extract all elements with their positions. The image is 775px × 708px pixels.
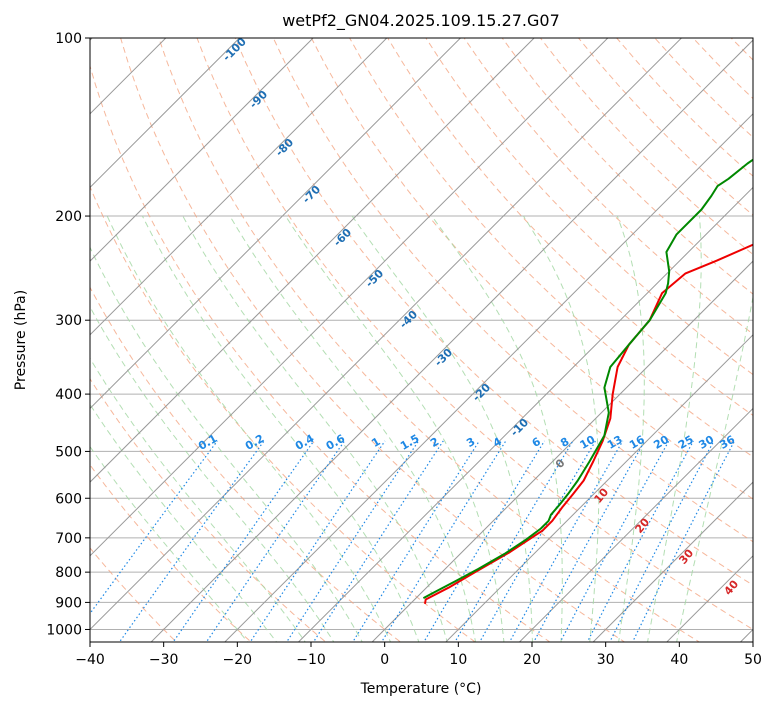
x-tick-label: −10 bbox=[296, 652, 326, 668]
moist-adiabat bbox=[90, 445, 249, 642]
isotherm bbox=[90, 38, 462, 410]
dry-adiabat bbox=[196, 38, 753, 631]
sounding-traces bbox=[422, 158, 753, 604]
dry-adiabat bbox=[387, 38, 753, 417]
x-axis: −40 −30 −20 −10 0 10 20 30 40 50 bbox=[75, 642, 762, 668]
moist-adiabat bbox=[285, 215, 505, 642]
isotherm bbox=[90, 38, 535, 483]
moist-adiabat bbox=[182, 215, 448, 642]
mixing-ratio-line bbox=[454, 440, 574, 642]
moist-adiabat bbox=[522, 215, 600, 642]
mixing-ratio-line bbox=[533, 440, 646, 642]
isotherm bbox=[90, 38, 683, 631]
y-axis: 1000 900 800 700 600 500 400 300 200 100 bbox=[46, 31, 90, 638]
x-tick-label: 50 bbox=[744, 652, 762, 668]
x-tick-label: −40 bbox=[75, 652, 105, 668]
y-tick-label: 200 bbox=[55, 209, 82, 225]
dry-adiabats bbox=[90, 38, 753, 642]
y-tick-label: 300 bbox=[55, 313, 82, 329]
mixing-ratio-line bbox=[609, 440, 715, 642]
moist-adiabat bbox=[431, 215, 563, 642]
isotherm bbox=[150, 39, 753, 642]
x-tick-label: 20 bbox=[523, 652, 541, 668]
y-tick-label: 100 bbox=[55, 31, 82, 47]
mixing-ratio-line bbox=[312, 440, 444, 642]
isotherm bbox=[518, 407, 753, 642]
temperature-trace bbox=[424, 243, 753, 604]
moist-adiabat bbox=[90, 305, 335, 642]
mixing-ratio-line bbox=[631, 440, 736, 642]
dry-adiabat bbox=[158, 38, 701, 642]
y-tick-label: 600 bbox=[55, 491, 82, 507]
mixing-ratio-line bbox=[90, 440, 218, 615]
plot-frame bbox=[89, 37, 754, 643]
dry-adiabat bbox=[90, 185, 476, 642]
dry-adiabat bbox=[272, 38, 753, 543]
y-tick-label: 400 bbox=[55, 387, 82, 403]
dry-adiabat bbox=[349, 38, 753, 458]
mixing-ratio-line bbox=[559, 440, 670, 642]
x-axis-label: Temperature (°C) bbox=[360, 681, 482, 697]
isotherm bbox=[90, 38, 388, 336]
x-tick-label: −30 bbox=[149, 652, 179, 668]
dry-adiabat bbox=[310, 38, 753, 500]
y-tick-label: 1000 bbox=[46, 622, 82, 638]
dry-adiabat bbox=[90, 286, 402, 642]
mixing-ratio-line bbox=[508, 440, 624, 642]
isotherm bbox=[90, 38, 609, 557]
dewpoint-trace bbox=[422, 158, 753, 599]
dry-adiabat bbox=[90, 377, 327, 642]
moist-adiabats bbox=[90, 215, 753, 642]
mixing-ratio-lines bbox=[90, 440, 736, 642]
y-tick-label: 500 bbox=[55, 444, 82, 460]
y-tick-label: 700 bbox=[55, 531, 82, 547]
y-axis-label: Pressure (hPa) bbox=[13, 290, 29, 390]
moist-adiabat bbox=[90, 246, 363, 642]
mixing-ratio-line bbox=[205, 440, 346, 642]
isotherm bbox=[592, 481, 753, 642]
mixing-ratio-line bbox=[285, 440, 420, 642]
y-tick-label: 900 bbox=[55, 595, 82, 611]
dry-adiabat bbox=[425, 38, 753, 376]
isotherm bbox=[445, 334, 753, 642]
moist-adiabat bbox=[351, 215, 533, 642]
isotherm bbox=[371, 260, 753, 642]
dry-adiabat bbox=[90, 464, 252, 642]
x-tick-label: 10 bbox=[449, 652, 467, 668]
x-tick-label: 40 bbox=[670, 652, 688, 668]
mixing-ratio-line bbox=[479, 440, 597, 642]
moist-adiabat bbox=[90, 357, 306, 642]
mixing-ratio-line bbox=[586, 440, 694, 642]
isotherms bbox=[90, 38, 753, 642]
dry-adiabat bbox=[120, 38, 626, 642]
moist-adiabat bbox=[90, 403, 278, 642]
isotherm bbox=[224, 113, 753, 642]
dry-adiabat bbox=[234, 38, 753, 586]
moist-adiabat bbox=[141, 215, 420, 642]
moist-adiabat bbox=[106, 215, 392, 642]
isotherm bbox=[90, 38, 314, 262]
moist-adiabat bbox=[676, 294, 753, 642]
x-tick-label: 30 bbox=[597, 652, 615, 668]
isotherm bbox=[90, 38, 241, 189]
x-tick-label: 0 bbox=[380, 652, 389, 668]
y-tick-label: 800 bbox=[55, 565, 82, 581]
isotherm bbox=[297, 186, 753, 642]
mixing-ratio-line bbox=[380, 440, 507, 642]
moist-adiabat bbox=[229, 215, 477, 642]
mixing-ratio-line bbox=[118, 440, 265, 642]
mixing-ratio-line bbox=[423, 440, 546, 642]
mixing-ratio-line bbox=[352, 440, 480, 642]
chart-title: wetPf2_GN04.2025.109.15.27.G07 bbox=[282, 11, 560, 31]
x-tick-label: −20 bbox=[223, 652, 253, 668]
dry-adiabat bbox=[90, 64, 551, 642]
moist-adiabat bbox=[616, 215, 645, 642]
